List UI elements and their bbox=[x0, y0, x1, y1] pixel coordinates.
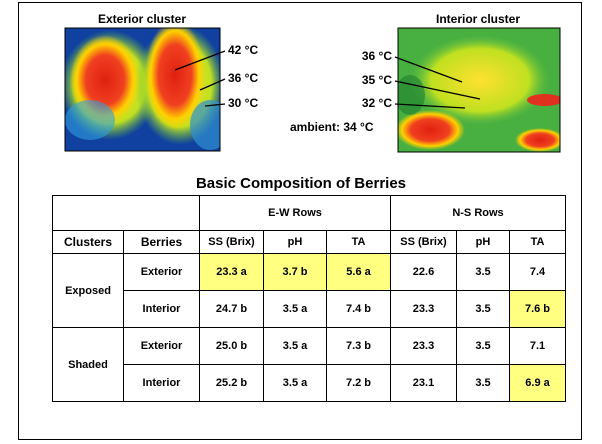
berries-cell: Interior bbox=[124, 291, 200, 328]
value-cell: 7.4 bbox=[510, 254, 566, 291]
header-cell bbox=[53, 196, 200, 231]
value-cell: 25.0 b bbox=[200, 328, 264, 365]
value-cell: 23.3 bbox=[391, 328, 457, 365]
column-header: pH bbox=[457, 231, 510, 254]
value-cell: 25.2 b bbox=[200, 365, 264, 402]
value-cell: 7.6 b bbox=[510, 291, 566, 328]
group-header: N-S Rows bbox=[391, 196, 566, 231]
image-title: Interior cluster bbox=[436, 12, 520, 26]
column-header: TA bbox=[510, 231, 566, 254]
value-cell: 7.3 b bbox=[327, 328, 391, 365]
column-header: SS (Brix) bbox=[391, 231, 457, 254]
value-cell: 3.5 a bbox=[264, 328, 327, 365]
page: Exterior cluster Interior cluster 42 °C … bbox=[0, 0, 602, 444]
value-cell: 3.5 a bbox=[264, 291, 327, 328]
berries-cell: Exterior bbox=[124, 328, 200, 365]
value-cell: 3.5 a bbox=[264, 365, 327, 402]
table-title: Basic Composition of Berries bbox=[0, 175, 602, 192]
berries-cell: Exterior bbox=[124, 254, 200, 291]
value-cell: 6.9 a bbox=[510, 365, 566, 402]
temp-label: 30 °C bbox=[228, 96, 258, 110]
column-header: pH bbox=[264, 231, 327, 254]
interior-image bbox=[395, 28, 565, 152]
exterior-image bbox=[60, 20, 230, 151]
temp-label: 36 °C bbox=[228, 71, 258, 85]
value-cell: 23.3 a bbox=[200, 254, 264, 291]
value-cell: 22.6 bbox=[391, 254, 457, 291]
column-header: Clusters bbox=[53, 231, 124, 254]
value-cell: 7.1 bbox=[510, 328, 566, 365]
value-cell: 3.5 bbox=[457, 328, 510, 365]
value-cell: 24.7 b bbox=[200, 291, 264, 328]
value-cell: 7.4 b bbox=[327, 291, 391, 328]
temp-label: 35 °C bbox=[362, 73, 392, 87]
berries-cell: Interior bbox=[124, 365, 200, 402]
column-header: SS (Brix) bbox=[200, 231, 264, 254]
value-cell: 3.5 bbox=[457, 365, 510, 402]
image-title: Exterior cluster bbox=[98, 12, 186, 26]
value-cell: 7.2 b bbox=[327, 365, 391, 402]
temp-label: 36 °C bbox=[362, 49, 392, 63]
column-header: TA bbox=[327, 231, 391, 254]
value-cell: 5.6 a bbox=[327, 254, 391, 291]
cluster-cell: Exposed bbox=[53, 254, 124, 328]
ambient-label: ambient: 34 °C bbox=[290, 120, 374, 134]
value-cell: 23.3 bbox=[391, 291, 457, 328]
temp-label: 32 °C bbox=[362, 96, 392, 110]
cluster-cell: Shaded bbox=[53, 328, 124, 402]
value-cell: 3.5 bbox=[457, 254, 510, 291]
value-cell: 3.7 b bbox=[264, 254, 327, 291]
group-header: E-W Rows bbox=[200, 196, 391, 231]
value-cell: 3.5 bbox=[457, 291, 510, 328]
temp-label: 42 °C bbox=[228, 43, 258, 57]
column-header: Berries bbox=[124, 231, 200, 254]
value-cell: 23.1 bbox=[391, 365, 457, 402]
